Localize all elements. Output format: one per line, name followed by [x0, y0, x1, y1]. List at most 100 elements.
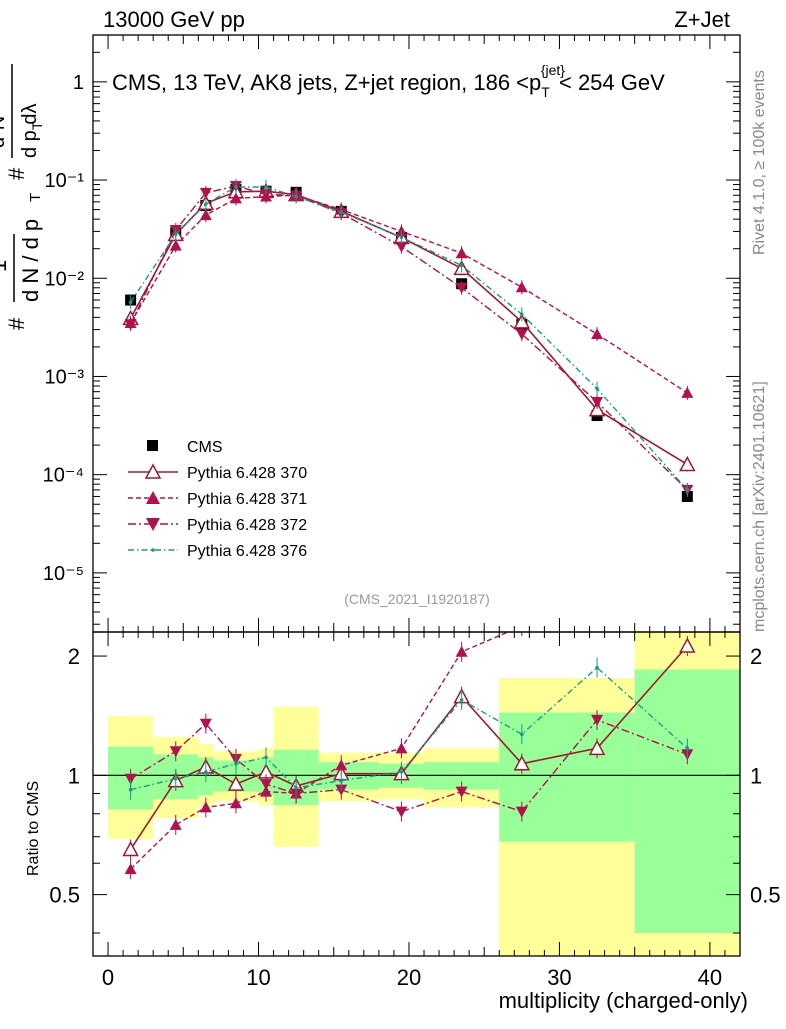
ratio-point-pythia-6-428-370-10: [588, 739, 606, 756]
ylabel-hash-2: #: [4, 167, 29, 180]
legend-label-370: Pythia 6.428 370: [187, 465, 307, 482]
ratio-point-pythia-6-428-370-9: [513, 755, 531, 771]
ratio-line-pythia-6-428-372: [130, 719, 688, 813]
x-tick-label-3: 30: [547, 965, 571, 990]
ratio-point-pythia-6-428-371-6: [335, 759, 348, 771]
main-y-tick-label-5: 1: [73, 72, 84, 94]
rivet-version-label: Rivet 4.1.0, ≥ 100k events: [751, 70, 768, 255]
x-axis-label: multiplicity (charged-only): [499, 988, 748, 1013]
main-y-tick-label-0: 10⁻⁵: [43, 563, 84, 585]
header-left-label: 13000 GeV pp: [103, 7, 245, 32]
legend-marker-376: [151, 548, 155, 552]
ratio-point-pythia-6-428-371-11: [681, 354, 693, 365]
ratio-y-tick-label-right-2: 2: [750, 644, 762, 669]
ratio-y-tick-label-right-0: 0.5: [750, 883, 781, 908]
point-pythia-6-428-371-8: [455, 247, 468, 259]
ratio-point-pythia-6-428-371-9: [516, 620, 528, 631]
ylabel-dpTdl: d p dλ: [19, 104, 41, 158]
x-tick-label-4: 40: [698, 965, 722, 990]
ratio-y-tick-label-0: 0.5: [49, 883, 80, 908]
legend-label-371: Pythia 6.428 371: [187, 491, 307, 508]
point-pythia-6-428-371-10: [591, 328, 604, 340]
mcplots-source-label: mcplots.cern.ch [arXiv:2401.10621]: [751, 381, 768, 632]
ylabel-hash-1: #: [4, 317, 29, 330]
point-pythia-6-428-371-9: [515, 281, 528, 293]
x-tick-label-2: 20: [397, 965, 421, 990]
title-sup-jet: {jet}: [541, 62, 565, 78]
ratio-point-pythia-6-428-372-8: [455, 786, 468, 798]
main-y-axis-label: # 1 d N / d p T # d²N d p dλ T: [0, 64, 45, 330]
axis-ticks: 0 10 20 30 40 10⁻⁵ 10⁻⁴ 10⁻³ 10⁻² 10⁻¹ 1 0.5 0.5 1 1 2 2: [43, 34, 781, 990]
point-pythia-6-428-376-11: [685, 488, 690, 492]
point-pythia-6-428-371-3: [229, 192, 242, 204]
point-pythia-6-428-372-8: [455, 282, 468, 294]
ratio-point-pythia-6-428-376-1: [173, 777, 178, 781]
x-tick-label-1: 10: [246, 965, 270, 990]
ratio-point-pythia-6-428-371-2: [199, 801, 212, 813]
main-y-tick-label-1: 10⁻⁴: [43, 465, 84, 487]
ratio-panel-frame: [92, 631, 741, 957]
x-tick-label-0: 0: [102, 965, 114, 990]
header-right-label: Z+Jet: [674, 7, 730, 32]
point-pythia-6-428-376-0: [128, 300, 133, 305]
point-pythia-6-428-372-4: [260, 189, 273, 201]
main-y-tick-label-3: 10⁻²: [45, 268, 85, 290]
ratio-point-pythia-6-428-376-4: [264, 755, 268, 760]
point-pythia-6-428-376-5: [294, 194, 298, 199]
ratio-point-pythia-6-428-376-8: [459, 698, 464, 702]
line-pythia-6-428-376: [130, 186, 688, 491]
point-pythia-6-428-376-9: [520, 312, 524, 317]
ratio-point-pythia-6-428-376-10: [595, 665, 599, 670]
legend-label-372: Pythia 6.428 372: [187, 517, 307, 534]
point-pythia-6-428-372-0: [124, 319, 137, 331]
point-pythia-6-428-376-3: [234, 185, 238, 189]
ratio-point-pythia-6-428-376-2: [204, 770, 208, 774]
ratio-point-pythia-6-428-371-3: [229, 797, 242, 809]
ratio-point-pythia-6-428-372-4: [260, 779, 273, 791]
main-panel-series: [122, 178, 696, 502]
legend-label-cms: CMS: [187, 439, 223, 456]
ylabel-dN: d N / d p: [18, 219, 43, 302]
title-prefix: CMS, 13 TeV, AK8 jets, Z+jet region, 186…: [112, 70, 541, 95]
line-pythia-6-428-371: [130, 194, 688, 394]
ratio-point-pythia-6-428-376-9: [520, 732, 524, 737]
point-pythia-6-428-371-1: [169, 239, 182, 251]
ratio-point-pythia-6-428-376-0: [128, 787, 133, 792]
plot-title: CMS, 13 TeV, AK8 jets, Z+jet region, 186…: [112, 62, 665, 100]
point-pythia-6-428-376-6: [339, 210, 344, 215]
ratio-panel-series: [122, 354, 696, 880]
ratio-point-pythia-6-428-376-3: [234, 761, 238, 766]
svg-text:CMS, 13 TeV, AK8 jets, Z+jet r: CMS, 13 TeV, AK8 jets, Z+jet region, 186…: [112, 62, 665, 100]
analysis-watermark: (CMS_2021_I1920187): [344, 591, 490, 607]
ratio-y-axis-label: Ratio to CMS: [25, 781, 42, 876]
legend-marker-370: [144, 463, 162, 479]
point-pythia-6-428-376-2: [204, 202, 208, 206]
ratio-point-pythia-6-428-372-7: [395, 806, 408, 818]
ratio-point-pythia-6-428-370-11: [679, 637, 696, 653]
legend-label-376: Pythia 6.428 376: [187, 543, 307, 560]
legend: CMS Pythia 6.428 370 Pythia 6.428 371 Py…: [128, 439, 307, 560]
point-pythia-6-428-371-2: [199, 209, 212, 221]
title-suffix: < 254 GeV: [559, 70, 665, 95]
legend-marker-372: [146, 518, 160, 531]
ratio-point-pythia-6-428-376-11: [685, 746, 690, 751]
point-pythia-6-428-372-7: [395, 241, 408, 253]
point-pythia-6-428-371-11: [681, 386, 694, 398]
point-pythia-6-428-372-10: [591, 396, 604, 408]
ratio-point-pythia-6-428-376-7: [399, 770, 404, 774]
ratio-point-pythia-6-428-371-10: [591, 442, 603, 453]
ratio-point-pythia-6-428-371-1: [169, 818, 182, 830]
ylabel-d2N: d²N: [0, 116, 9, 148]
ratio-point-pythia-6-428-376-6: [339, 778, 344, 783]
ratio-uncertainty-bands: [108, 632, 740, 956]
ratio-point-pythia-6-428-376-5: [294, 786, 298, 790]
main-y-tick-label-4: 10⁻¹: [45, 170, 85, 192]
ratio-point-pythia-6-428-370-0: [122, 840, 139, 857]
ratio-point-pythia-6-428-371-7: [395, 742, 408, 754]
ratio-point-pythia-6-428-372-2: [199, 718, 212, 730]
legend-marker-cms: [147, 440, 158, 451]
point-pythia-6-428-376-10: [595, 386, 599, 391]
ratio-point-pythia-6-428-372-0: [124, 773, 137, 785]
